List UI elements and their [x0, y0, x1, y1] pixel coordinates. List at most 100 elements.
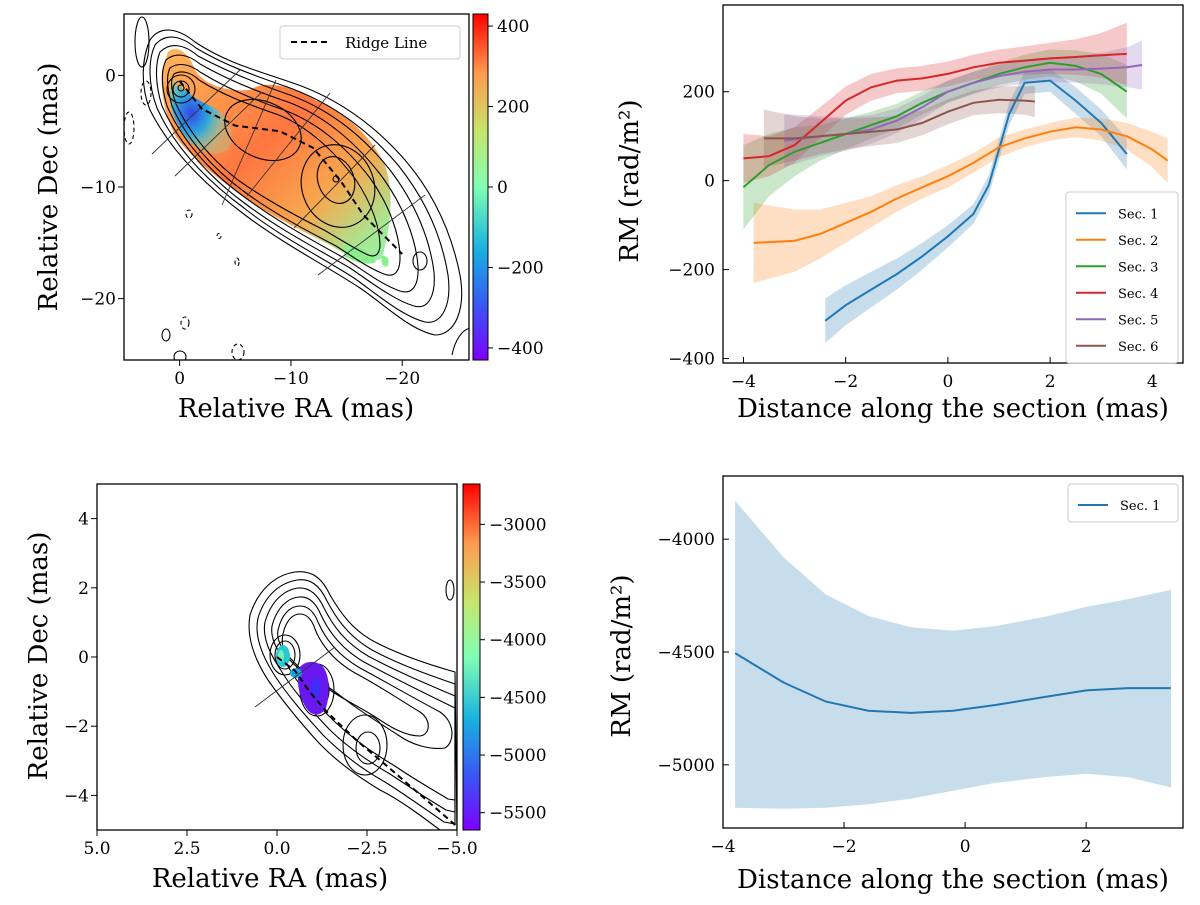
contour-island-1	[134, 16, 150, 68]
contour-b-level-2	[256, 579, 456, 825]
contour-island-3	[173, 350, 187, 360]
map-bottom-ytick-label-4: −4	[64, 786, 89, 806]
negative-contour-5	[234, 257, 240, 267]
profile-top-line-sec-3	[742, 61, 1128, 189]
profile-top-band-sec-5	[784, 40, 1143, 168]
negative-contour-6	[180, 316, 190, 330]
contour-b-knot-5	[355, 731, 381, 765]
profile-top-band-sec-3	[743, 49, 1127, 230]
profile-top-legend: Sec. 1 Sec. 2 Sec. 3 Sec. 4 Sec. 5 Sec. 6	[1065, 191, 1179, 364]
rm-map-top-core-region	[169, 80, 232, 154]
legend-label-ridge: Ridge Line	[345, 34, 427, 52]
negative-contour-3	[185, 209, 193, 219]
profile-bottom-legend-label-1: Sec. 1	[1120, 499, 1160, 514]
map-top-cbar-tick-label-1: 200	[497, 98, 529, 118]
contour-component-d	[412, 251, 428, 271]
map-bottom-xlabel: Relative RA (mas)	[152, 864, 388, 894]
negative-contour-7	[231, 343, 245, 360]
map-bottom-colorbar	[462, 483, 481, 831]
profile-top-legend-label-6: Sec. 6	[1118, 340, 1158, 355]
profile-top-legend-label-3: Sec. 3	[1118, 260, 1158, 275]
profile-top-legend-label-4: Sec. 4	[1118, 287, 1158, 302]
profile-top-line-sec-2	[753, 126, 1169, 244]
profile-bottom-xtick-label-1: −2	[832, 837, 857, 857]
profile-top-legend-label-2: Sec. 2	[1118, 234, 1158, 249]
map-top-xlabel: Relative RA (mas)	[178, 394, 414, 424]
profile-top-ytick-label-0: −400	[668, 350, 715, 370]
map-top-ylabel: Relative Dec (mas)	[34, 63, 64, 312]
rm-map-top-colour-region	[161, 49, 391, 261]
map-top-ytick-label-0: 0	[105, 66, 116, 86]
map-bottom-ytick-label-2: 0	[78, 648, 89, 668]
profile-top-ytick-label-2: 0	[704, 172, 715, 192]
map-top-cbar-tick-label-4: −400	[497, 339, 544, 359]
map-bottom-ytick-label-0: 4	[78, 510, 89, 530]
contour-b-level-4	[271, 596, 456, 801]
map-bottom-ytick-label-1: 2	[78, 579, 89, 599]
profile-bottom-xtick-label-0: −4	[710, 837, 735, 857]
profile-top-xtick-label-4: 4	[1147, 372, 1158, 392]
map-top-cbar-tick-label-0: 400	[497, 17, 529, 37]
map-top-cbar-tick-label-2: 0	[497, 178, 508, 198]
map-top-cbar-tick-label-3: −200	[497, 258, 544, 278]
contour-level-1	[142, 29, 463, 336]
profile-top-band-sec-2	[753, 117, 1168, 283]
map-bottom-cbar-tick-label-3: −4500	[489, 688, 547, 708]
profile-top-ylabel: RM (rad/m²)	[615, 99, 645, 262]
profile-bottom-ytick-label-0: −4000	[657, 530, 715, 550]
contour-level-6	[171, 71, 381, 257]
map-top-xtick-label-2: −20	[384, 369, 420, 389]
profile-top-xtick-label-1: −2	[833, 372, 858, 392]
contour-b-level-1	[248, 571, 457, 830]
map-top-legend: Ridge Line	[279, 25, 461, 60]
profile-bottom-ytick-label-2: −5000	[657, 756, 715, 776]
contour-island-2	[161, 328, 171, 342]
contour-b-core-2	[274, 640, 296, 670]
rm-map-top-panel: 0 −10 −200−10−20 Ridge Line Relative RA (m…	[34, 13, 544, 424]
ridge-line-bottom	[276, 656, 457, 828]
map-bottom-cbar-tick-label-0: −3000	[489, 515, 547, 535]
contour-core-2	[172, 80, 190, 98]
map-top-ytick-label-2: −20	[80, 290, 116, 310]
contour-component-c2	[316, 156, 356, 204]
rm-profile-bottom-panel: −4 −2 0 2 −4000 −4500 −5000 Sec. 1 Distance al…	[607, 475, 1184, 895]
profile-bottom-ytick-label-1: −4500	[657, 643, 715, 663]
profile-top-xlabel: Distance along the section (mas)	[737, 394, 1169, 424]
profile-top-band-sec-4	[743, 22, 1127, 183]
contour-level-5	[167, 63, 401, 276]
map-top-ytick-label-1: −10	[80, 178, 116, 198]
profile-bottom-xlabel: Distance along the section (mas)	[737, 865, 1169, 895]
contour-b-core-1	[269, 634, 301, 676]
contour-b-island	[445, 579, 455, 601]
contour-component-b	[224, 98, 302, 162]
map-top-xtick-label-1: −10	[273, 369, 309, 389]
profile-top-ytick-label-1: −200	[668, 261, 715, 281]
map-bottom-cbar-tick-label-4: −5000	[489, 746, 547, 766]
profile-top-line-sec-1	[824, 79, 1128, 322]
profile-bottom-legend-box	[1067, 483, 1179, 523]
profile-top-line-sec-6	[763, 98, 1035, 140]
map-top-colorbar	[472, 13, 489, 361]
profile-bottom-xtick-label-2: 0	[960, 837, 971, 857]
profile-top-axes-frame	[722, 4, 1184, 364]
profile-top-band-sec-1	[825, 69, 1127, 343]
contour-island-4	[451, 327, 469, 356]
contour-core-1	[166, 74, 196, 104]
section-slices	[151, 69, 426, 276]
section-slice-bottom	[254, 646, 336, 708]
map-bottom-cbar-tick-label-2: −4000	[489, 631, 547, 651]
profile-bottom-ylabel: RM (rad/m²)	[607, 574, 637, 737]
rm-map-bottom-panel: 5.0 2.5 0.0 −2.5 −5.0 4 2 0 −2 −4 Relative RA (ma…	[24, 483, 547, 894]
contour-level-2	[149, 36, 450, 323]
map-bottom-ytick-label-3: −2	[64, 717, 89, 737]
negative-contour-4	[216, 232, 222, 240]
map-bottom-cbar-tick-label-1: −3500	[489, 573, 547, 593]
profile-top-legend-label-5: Sec. 5	[1118, 313, 1158, 328]
profile-top-ytick-label-3: 200	[683, 83, 715, 103]
contour-level-3	[155, 45, 435, 308]
profile-top-xtick-label-3: 2	[1045, 372, 1056, 392]
contour-core-3	[177, 84, 185, 92]
map-bottom-cbar-tick-label-5: −5500	[489, 804, 547, 824]
